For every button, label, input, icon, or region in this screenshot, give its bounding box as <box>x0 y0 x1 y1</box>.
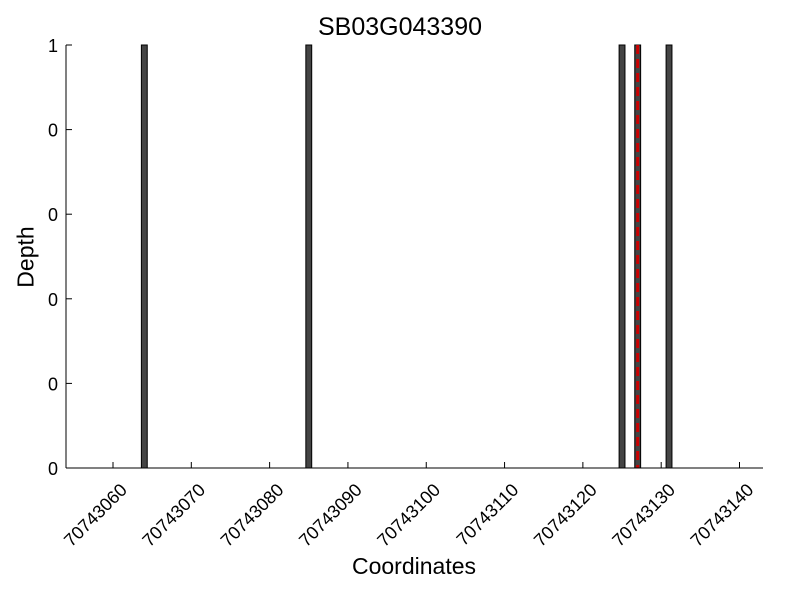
x-tick-label: 70743060 <box>60 480 131 551</box>
x-tick-label: 70743090 <box>295 480 366 551</box>
y-tick-label: 0 <box>48 459 58 479</box>
x-tick-label: 70743110 <box>453 480 523 550</box>
x-tick-label: 70743100 <box>373 480 444 551</box>
chart-title: SB03G043390 <box>317 13 483 41</box>
x-tick-label: 70743070 <box>138 480 209 551</box>
y-tick-label: 0 <box>48 205 58 225</box>
bar-2 <box>618 44 626 469</box>
y-tick-label: 0 <box>48 374 58 394</box>
bar-4 <box>665 44 673 469</box>
x-tick-label: 70743130 <box>608 480 679 551</box>
y-tick-label: 1 <box>48 36 58 56</box>
y-tick-label: 0 <box>48 290 58 310</box>
x-tick-label: 70743120 <box>530 480 601 551</box>
x-axis-label: Coordinates <box>351 553 477 579</box>
x-tick-label: 70743080 <box>217 480 288 551</box>
bar-0 <box>140 44 148 469</box>
y-tick-label: 0 <box>48 121 58 141</box>
bar-1 <box>305 44 313 469</box>
x-tick-label: 70743140 <box>687 480 758 551</box>
